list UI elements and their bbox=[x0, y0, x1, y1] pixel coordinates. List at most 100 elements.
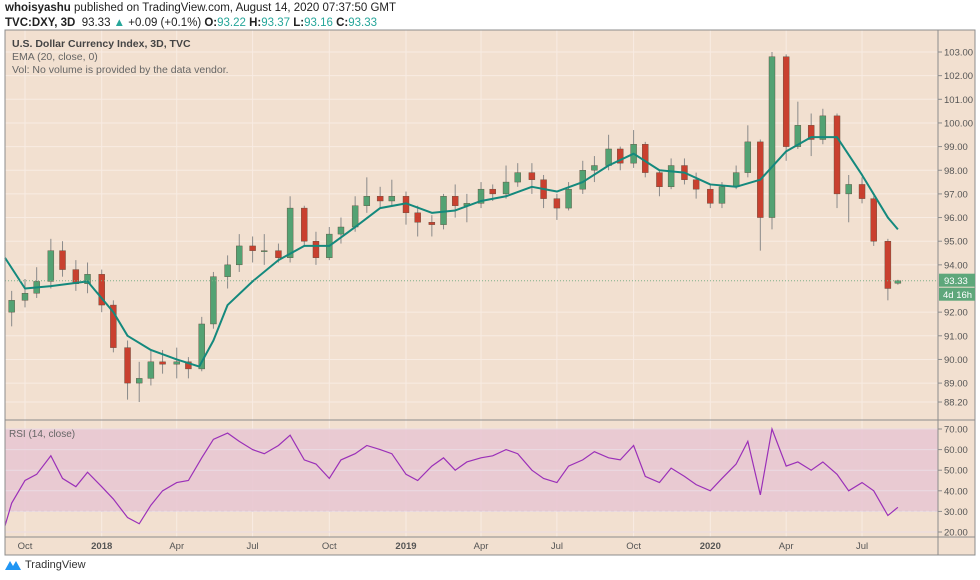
symbol-info: TVC:DXY, 3D 93.33 ▲ +0.09 (+0.1%) O:93.2… bbox=[5, 17, 377, 29]
candle-up[interactable] bbox=[210, 276, 217, 325]
rsi-line[interactable] bbox=[4, 426, 899, 526]
candle-up[interactable] bbox=[363, 196, 371, 206]
candle-up[interactable] bbox=[565, 188, 572, 209]
candle-down[interactable] bbox=[98, 274, 105, 306]
candle-up[interactable] bbox=[794, 125, 802, 147]
price-tick-label: 90.00 bbox=[944, 355, 968, 366]
candle-down[interactable] bbox=[312, 240, 320, 258]
candle-down[interactable] bbox=[451, 196, 459, 206]
candle-up[interactable] bbox=[477, 188, 485, 204]
chart-canvas[interactable]: 103.00 102.00 101.00 100.00 99.00 98.00 97.00 9… bbox=[0, 0, 980, 558]
candle-up[interactable] bbox=[591, 165, 598, 171]
footer-brand-text: TradingView bbox=[25, 559, 86, 571]
price-change: +0.09 (+0.1%) bbox=[128, 17, 202, 29]
legend-volume: Vol: No volume is provided by the data v… bbox=[12, 64, 229, 76]
candle-down[interactable] bbox=[59, 250, 66, 270]
candle-down[interactable] bbox=[782, 56, 790, 147]
candle-down[interactable] bbox=[159, 361, 166, 365]
candle-down[interactable] bbox=[884, 240, 892, 289]
candle-up[interactable] bbox=[8, 300, 15, 313]
legend-ema[interactable]: EMA (20, close, 0) bbox=[12, 51, 98, 63]
price-tick-label: 92.00 bbox=[944, 308, 968, 319]
candle-down[interactable] bbox=[707, 188, 714, 204]
candle-down[interactable] bbox=[414, 212, 421, 223]
candle-down[interactable] bbox=[656, 172, 663, 188]
candle-down[interactable] bbox=[870, 198, 877, 242]
candle-up[interactable] bbox=[744, 141, 752, 173]
candle-up[interactable] bbox=[136, 378, 143, 384]
time-tick-label: Jul bbox=[551, 541, 563, 552]
candle-down[interactable] bbox=[807, 125, 815, 140]
candle-up[interactable] bbox=[84, 274, 91, 284]
candle-up[interactable] bbox=[605, 148, 612, 166]
rsi-tick-label: 60.00 bbox=[944, 445, 968, 456]
time-tick-label: Apr bbox=[474, 541, 489, 552]
price-tick-label: 94.00 bbox=[944, 260, 968, 271]
candle-up[interactable] bbox=[732, 172, 740, 188]
footer-brand[interactable]: TradingView bbox=[4, 558, 86, 572]
candle-down[interactable] bbox=[528, 172, 536, 180]
time-tick-label: 2018 bbox=[91, 541, 112, 552]
candle-up[interactable] bbox=[388, 196, 396, 202]
low-value: 93.16 bbox=[304, 17, 333, 29]
candle-up[interactable] bbox=[718, 186, 726, 204]
price-tick-label: 102.00 bbox=[944, 71, 973, 82]
candle-up[interactable] bbox=[337, 226, 345, 235]
candle-down[interactable] bbox=[617, 148, 624, 164]
candle-down[interactable] bbox=[275, 250, 282, 258]
close-value: 93.33 bbox=[348, 17, 378, 29]
candle-up[interactable] bbox=[667, 165, 675, 188]
rsi-legend[interactable]: RSI (14, close) bbox=[9, 429, 76, 440]
candle-up[interactable] bbox=[894, 280, 902, 284]
candle-down[interactable] bbox=[489, 188, 496, 195]
time-tick-label: 2020 bbox=[700, 541, 721, 552]
price-tick-label: 96.00 bbox=[944, 213, 968, 224]
rsi-tick-label: 20.00 bbox=[944, 528, 968, 539]
candle-up[interactable] bbox=[845, 184, 852, 195]
rsi-tick-label: 70.00 bbox=[944, 425, 968, 436]
up-arrow-icon: ▲ bbox=[113, 17, 126, 29]
candle-down[interactable] bbox=[428, 222, 436, 225]
chart-legend: U.S. Dollar Currency Index, 3D, TVC EMA … bbox=[12, 38, 229, 77]
candle-up[interactable] bbox=[236, 245, 243, 266]
candle-down[interactable] bbox=[692, 179, 700, 190]
candle-up[interactable] bbox=[224, 264, 231, 277]
candle-up[interactable] bbox=[47, 250, 55, 282]
tradingview-logo-icon bbox=[5, 561, 21, 570]
time-tick-label: Oct bbox=[626, 541, 641, 552]
candle-up[interactable] bbox=[261, 250, 268, 252]
candle-up[interactable] bbox=[502, 181, 510, 195]
countdown-badge bbox=[939, 287, 975, 301]
candle-down[interactable] bbox=[110, 304, 117, 348]
candle-down[interactable] bbox=[833, 115, 841, 195]
candle-down[interactable] bbox=[642, 144, 649, 173]
price-tick-label: 99.00 bbox=[944, 142, 968, 153]
candle-up[interactable] bbox=[351, 205, 359, 228]
candle-down[interactable] bbox=[376, 196, 384, 202]
candle-down[interactable] bbox=[301, 207, 308, 242]
ema-line[interactable] bbox=[4, 136, 899, 368]
time-tick-label: Oct bbox=[322, 541, 337, 552]
time-axis-background[interactable] bbox=[5, 537, 938, 555]
candle-down[interactable] bbox=[858, 184, 866, 199]
candle-up[interactable] bbox=[21, 293, 29, 301]
candle-up[interactable] bbox=[768, 56, 776, 218]
candle-up[interactable] bbox=[819, 115, 827, 140]
high-value: 93.37 bbox=[261, 17, 291, 29]
candle-up[interactable] bbox=[173, 361, 180, 365]
author-name[interactable]: whoisyashu bbox=[5, 2, 71, 14]
candle-up[interactable] bbox=[147, 361, 155, 379]
countdown-label: 4d 16h bbox=[943, 290, 972, 301]
candle-up[interactable] bbox=[514, 172, 521, 183]
candle-down[interactable] bbox=[553, 198, 561, 209]
candle-down[interactable] bbox=[249, 245, 256, 251]
time-tick-label: Apr bbox=[169, 541, 184, 552]
candle-down[interactable] bbox=[124, 347, 131, 384]
candle-down[interactable] bbox=[185, 361, 192, 370]
candle-up[interactable] bbox=[286, 207, 294, 258]
time-tick-label: Jul bbox=[856, 541, 868, 552]
time-tick-label: Oct bbox=[18, 541, 33, 552]
last-price-badge bbox=[939, 273, 975, 287]
candle-up[interactable] bbox=[198, 323, 205, 370]
price-tick-label: 103.00 bbox=[944, 48, 973, 59]
